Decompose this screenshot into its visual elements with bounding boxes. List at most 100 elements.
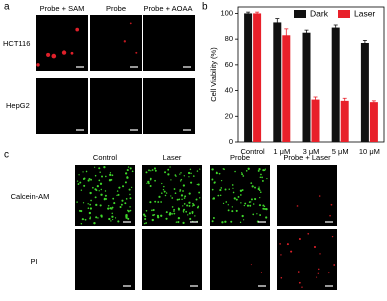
bar: [282, 35, 291, 142]
cell: [95, 216, 98, 219]
cell: [112, 218, 114, 221]
cell: [227, 209, 230, 212]
cell: [160, 214, 163, 217]
cell: [224, 220, 227, 223]
micrograph: [36, 78, 88, 134]
cell: [180, 178, 183, 181]
panel-label: b: [202, 2, 208, 13]
cell: [192, 175, 195, 177]
cell: [98, 190, 100, 192]
cell: [241, 173, 244, 176]
cell: [198, 191, 201, 194]
cell: [125, 216, 128, 219]
cell: [218, 172, 221, 175]
cell: [192, 204, 195, 207]
bar: [273, 22, 282, 142]
cell: [145, 222, 148, 224]
cell: [258, 204, 262, 207]
cell: [178, 198, 181, 201]
cell: [231, 210, 234, 213]
cell: [318, 195, 321, 197]
cell: [313, 245, 317, 249]
column-header: Probe + AOAA: [144, 4, 193, 13]
micrograph: [90, 78, 142, 134]
bar: [311, 99, 320, 142]
cell: [116, 190, 119, 192]
cell: [180, 194, 184, 197]
cell: [154, 169, 157, 172]
cell: [259, 191, 262, 194]
cell: [97, 217, 99, 219]
cell: [177, 220, 180, 224]
cell: [161, 192, 163, 194]
cell: [120, 203, 123, 206]
cell: [250, 182, 253, 185]
cell: [176, 198, 179, 201]
cell: [154, 167, 156, 170]
row-label: HCT116: [3, 39, 30, 48]
cell: [242, 175, 245, 177]
cell: [197, 205, 200, 208]
cell: [117, 193, 120, 196]
cell: [188, 192, 191, 195]
cell: [262, 169, 265, 172]
micrograph: [90, 15, 142, 71]
cell: [195, 198, 198, 201]
cell: [87, 207, 90, 209]
cell: [118, 186, 121, 189]
cell: [98, 167, 101, 170]
cell: [252, 203, 255, 205]
cell: [124, 181, 127, 184]
cell: [104, 175, 107, 178]
cell: [101, 175, 104, 178]
plot-frame: [237, 6, 385, 143]
cell: [233, 197, 236, 200]
cell: [222, 202, 225, 205]
cell: [80, 189, 83, 191]
cell: [130, 186, 133, 189]
cell: [112, 197, 115, 200]
micrograph: [75, 229, 135, 290]
cell: [127, 217, 130, 220]
micrograph: [142, 229, 202, 290]
cell: [123, 40, 126, 43]
column-header: Probe + Laser: [283, 153, 331, 162]
cell: [213, 181, 216, 184]
cell: [144, 215, 147, 218]
cell: [211, 220, 214, 223]
cell: [127, 166, 130, 168]
legend-label: Dark: [310, 8, 329, 18]
cell: [111, 206, 114, 209]
cell: [235, 209, 238, 212]
cell: [243, 204, 246, 207]
y-tick-label: 60: [225, 60, 233, 69]
cell: [119, 206, 122, 209]
cell: [89, 216, 92, 219]
cell: [111, 215, 114, 218]
cell: [225, 201, 228, 203]
cell: [70, 51, 74, 55]
cell: [223, 168, 225, 171]
cell: [221, 221, 224, 224]
cell: [179, 189, 182, 192]
cell: [263, 205, 266, 208]
micrograph: [143, 15, 195, 71]
cell: [129, 193, 131, 196]
micrograph: [210, 229, 270, 290]
cell: [220, 187, 223, 189]
cell: [316, 276, 318, 278]
cell: [144, 217, 147, 221]
cell: [263, 208, 266, 210]
cell: [171, 206, 174, 208]
cell: [128, 188, 131, 191]
cell: [241, 214, 244, 218]
cell: [254, 186, 256, 189]
column-header: Probe: [230, 153, 250, 162]
cell: [147, 180, 150, 184]
bar: [302, 32, 311, 142]
cell: [99, 204, 102, 207]
cell: [187, 171, 191, 175]
cell: [246, 204, 250, 207]
cell: [249, 204, 252, 207]
